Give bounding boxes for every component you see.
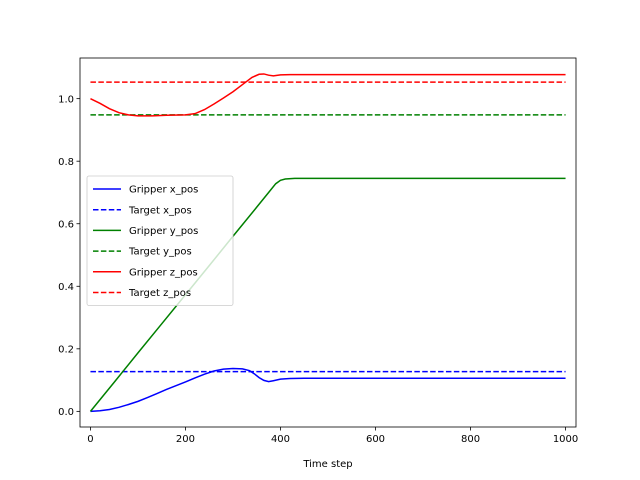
y-tick-label: 0.8 xyxy=(58,157,74,168)
x-tick-label: 600 xyxy=(366,434,385,445)
x-tick-label: 1000 xyxy=(553,434,578,445)
y-tick-label: 1.0 xyxy=(58,94,74,105)
series-line-gripper-y-pos xyxy=(89,177,566,412)
y-tick-label: 0.4 xyxy=(58,282,74,293)
y-tick-label: 0.6 xyxy=(58,219,74,230)
legend-label-target-y-pos: Target y_pos xyxy=(128,247,192,258)
x-tick-label: 400 xyxy=(271,434,290,445)
x-tick-label: 200 xyxy=(176,434,195,445)
x-axis: 0 200 400 600 800 1000 xyxy=(87,427,578,445)
x-tick-label: 800 xyxy=(461,434,480,445)
x-axis-label: Time step xyxy=(302,459,352,470)
plot-frame xyxy=(79,57,577,428)
legend-label-gripper-x-pos: Gripper x_pos xyxy=(129,185,198,196)
legend-label-target-x-pos: Target x_pos xyxy=(128,205,192,216)
legend-label-gripper-z-pos: Gripper z_pos xyxy=(129,267,198,278)
legend-label-gripper-y-pos: Gripper y_pos xyxy=(129,226,198,237)
series-line-gripper-x-pos xyxy=(90,367,566,413)
plot-lines xyxy=(89,73,566,413)
series-line-gripper-z-pos xyxy=(90,73,566,117)
legend-label-target-z-pos: Target z_pos xyxy=(128,288,191,299)
x-tick-label: 0 xyxy=(87,434,93,445)
y-tick-label: 0.0 xyxy=(58,407,74,418)
legend-box xyxy=(86,175,234,306)
y-tick-label: 0.2 xyxy=(58,344,74,355)
legend: Gripper x_pos Target x_pos Gripper y_pos Ta… xyxy=(86,175,234,306)
y-axis: 0.0 0.2 0.4 0.6 0.8 1.0 xyxy=(58,94,80,418)
